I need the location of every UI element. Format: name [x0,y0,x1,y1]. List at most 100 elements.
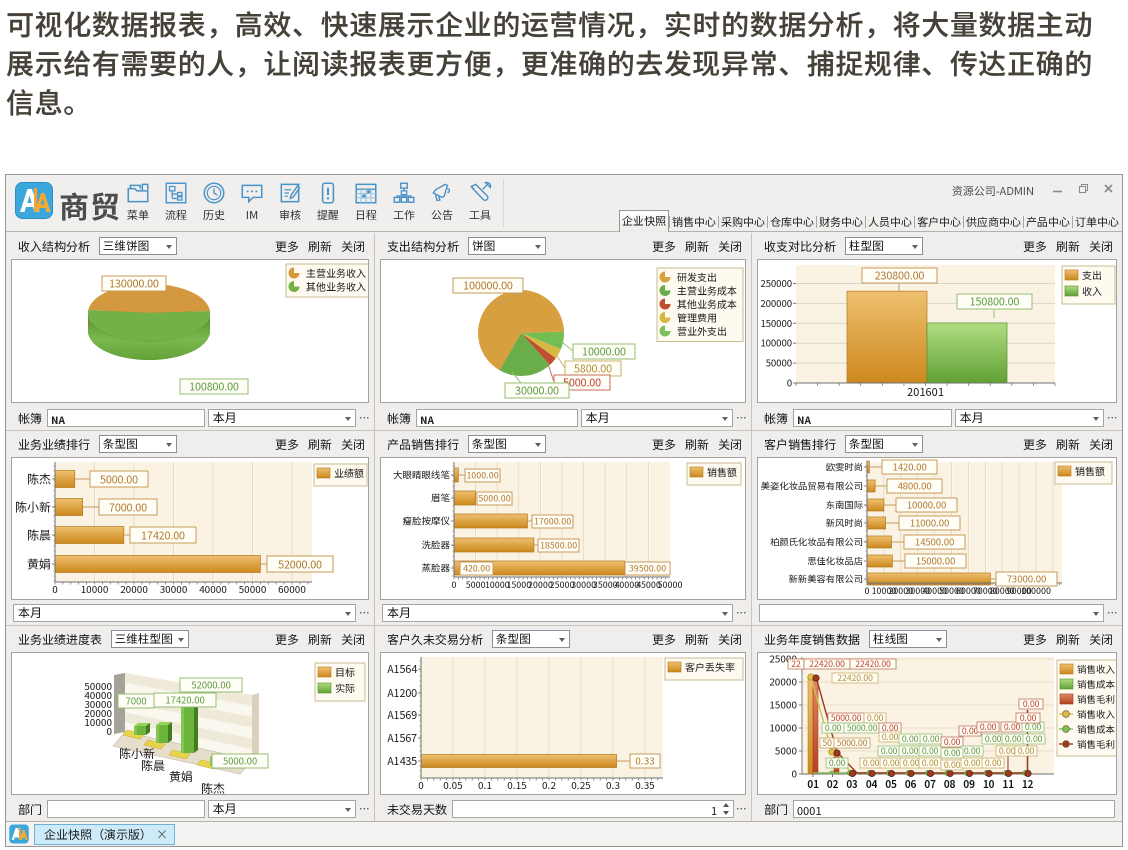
combo-arrow-icon [1093,612,1099,616]
more-link[interactable]: 更多 [651,435,676,453]
more-link[interactable]: 更多 [651,630,676,648]
legend-label: 研发支出 [677,269,717,284]
book-input[interactable]: NA [416,409,578,427]
refresh-link[interactable]: 刷新 [684,435,709,453]
window-close-button[interactable] [1099,181,1117,196]
toolbar-button-1[interactable]: 流程 [157,178,195,228]
more-options-button[interactable]: … [736,801,748,817]
period-combo[interactable]: 本月 [13,604,356,622]
chart-type-combo[interactable]: 饼图 [468,237,547,255]
period-combo[interactable]: 本月 [207,409,356,427]
more-options-button[interactable]: … [1107,410,1119,426]
toolbar-button-9[interactable]: 工具 [461,178,499,228]
taskbar-tab-close-icon[interactable]: × [156,826,169,843]
nav-tab-5[interactable]: 人员中心 [868,214,912,230]
more-options-button[interactable]: … [736,605,748,621]
nav-tab-2[interactable]: 采购中心 [721,214,765,230]
period-combo[interactable]: 本月 [954,409,1104,427]
refresh-link[interactable]: 刷新 [684,237,709,255]
taskbar-tab[interactable]: 企业快照（演示版） × [34,824,176,845]
refresh-link[interactable]: 刷新 [307,237,332,255]
value-label: 0.00 [962,725,979,737]
chart-type-combo[interactable]: 条型图 [492,630,571,648]
panel-footer: 本月… [6,601,374,625]
dept-input[interactable]: 0001 [793,800,1115,819]
refresh-link[interactable]: 刷新 [307,435,332,453]
value-label: 22420.00 [809,658,844,670]
toolbar-button-8[interactable]: 公告 [423,178,461,228]
close-link[interactable]: 关闭 [1088,630,1113,648]
chart-type-combo[interactable]: 柱线图 [869,630,948,648]
nav-tab-3[interactable]: 仓库中心 [770,214,814,230]
chart-type-combo[interactable]: 三维柱型图 [111,630,190,648]
refresh-link[interactable]: 刷新 [684,630,709,648]
more-options-button[interactable]: … [359,605,371,621]
close-link[interactable]: 关闭 [1088,237,1113,255]
nav-tab-0[interactable]: 企业快照 [619,210,669,232]
toolbar-button-6[interactable]: 日程 [347,178,385,228]
close-link[interactable]: 关闭 [717,630,742,648]
refresh-link[interactable]: 刷新 [1055,237,1080,255]
nav-tab-7[interactable]: 供应商中心 [966,214,1021,230]
nav-tabstrip: 企业快照 销售中心 采购中心 仓库中心 财务中心 人员中心 客户中心 供应商中心 产品中心 订单中… [619,209,1121,232]
period-combo[interactable]: 本月 [382,604,733,622]
chart-type-combo[interactable]: 三维饼图 [99,237,178,255]
toolbar-button-label: IM [245,207,259,223]
close-link[interactable]: 关闭 [717,237,742,255]
window-restore-button[interactable] [1074,181,1092,196]
refresh-link[interactable]: 刷新 [1055,435,1080,453]
toolbar-button-2[interactable]: 历史 [195,178,233,228]
chart-type-value: 条型图 [496,631,531,647]
close-link[interactable]: 关闭 [717,435,742,453]
more-link[interactable]: 更多 [1022,435,1047,453]
close-link[interactable]: 关闭 [1088,435,1113,453]
period-combo[interactable]: 本月 [580,409,733,427]
window-minimize-button[interactable] [1048,181,1066,196]
close-link[interactable]: 关闭 [340,435,365,453]
y-tick-label: 250000 [760,276,792,290]
book-input[interactable]: NA [793,409,952,427]
more-link[interactable]: 更多 [274,435,299,453]
y-tick-label: 200000 [760,296,792,310]
days-input[interactable]: 1 [452,800,734,819]
nav-tab-4[interactable]: 财务中心 [819,214,863,230]
toolbar-button-0[interactable]: 菜单 [119,178,157,228]
toolbar-button-3[interactable]: IM [233,178,271,228]
refresh-link[interactable]: 刷新 [307,630,332,648]
chart-type-combo[interactable]: 条型图 [468,435,547,453]
chart-rect [134,726,137,735]
period-combo[interactable] [759,604,1104,622]
line-marker [1024,769,1032,778]
toolbar-button-7[interactable]: 工作 [385,178,423,228]
more-options-button[interactable]: … [1107,605,1119,621]
nav-tab-6[interactable]: 客户中心 [917,214,961,230]
pie-slice [499,333,550,377]
book-input[interactable]: NA [47,409,205,427]
spinner-buttons[interactable] [720,800,733,818]
refresh-link[interactable]: 刷新 [1055,630,1080,648]
chart-type-combo[interactable]: 柱型图 [845,237,924,255]
chart-type-combo[interactable]: 条型图 [99,435,178,453]
more-link[interactable]: 更多 [274,630,299,648]
close-link[interactable]: 关闭 [340,630,365,648]
close-link[interactable]: 关闭 [340,237,365,255]
more-link[interactable]: 更多 [651,237,676,255]
period-combo[interactable]: 本月 [207,800,356,818]
dept-input[interactable] [47,800,205,818]
chart-type-combo[interactable]: 条型图 [845,435,924,453]
panel-3: 业务业绩排行 条型图 更多 刷新 关闭 陈杰 陈小新 陈晨 黄娟 0 10000 20000… [6,431,374,625]
more-options-button[interactable]: … [736,410,748,426]
nav-tab-1[interactable]: 销售中心 [672,214,716,230]
nav-tab-9[interactable]: 订单中心 [1075,214,1119,230]
more-link[interactable]: 更多 [1022,237,1047,255]
tab-separator [816,216,817,228]
nav-tab-8[interactable]: 产品中心 [1026,214,1070,230]
more-link[interactable]: 更多 [274,237,299,255]
more-link[interactable]: 更多 [1022,630,1047,648]
more-options-button[interactable]: … [359,801,371,817]
value-label-box [629,753,661,769]
more-options-button[interactable]: … [359,410,371,426]
toolbar-button-5[interactable]: 提醒 [309,178,347,228]
toolbar-button-4[interactable]: 审核 [271,178,309,228]
